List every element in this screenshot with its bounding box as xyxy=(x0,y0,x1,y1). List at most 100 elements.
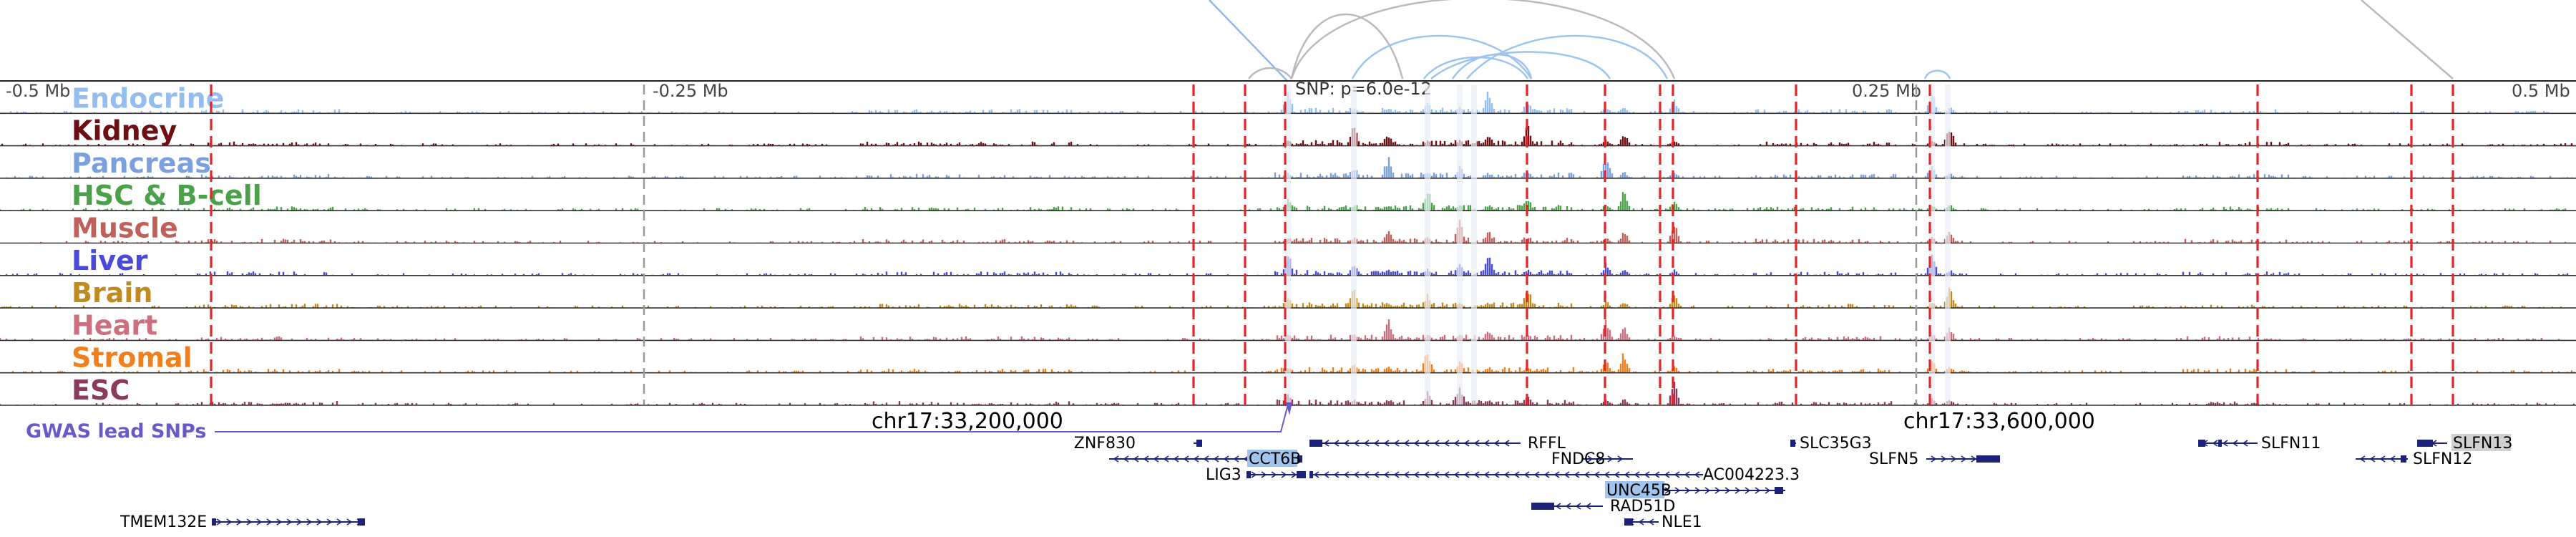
gene-slfn12[interactable]: SLFN12 xyxy=(2356,450,2472,468)
strand-chevron xyxy=(1393,440,1400,447)
coordinate-label: chr17:33,200,000 xyxy=(872,409,1063,434)
strand-chevron xyxy=(1563,471,1570,478)
interaction-arc xyxy=(1290,0,1676,79)
strand-chevron xyxy=(1765,487,1771,494)
strand-chevron xyxy=(1443,471,1450,478)
strand-chevron xyxy=(1931,455,1937,463)
track-signal xyxy=(0,254,2569,276)
gene-label: SLFN12 xyxy=(2413,450,2472,468)
strand-chevron xyxy=(1193,455,1199,463)
strand-chevron xyxy=(1594,471,1600,478)
strand-chevron xyxy=(1617,455,1624,463)
track-label: Liver xyxy=(72,245,148,276)
track-signal xyxy=(0,319,2560,341)
track-label: ESC xyxy=(72,374,130,406)
strand-chevron xyxy=(2389,455,2396,463)
gene-rad51d[interactable]: RAD51D xyxy=(1531,498,1675,516)
strand-chevron xyxy=(1638,518,1644,526)
gene-slfn11[interactable]: SLFN11 xyxy=(2198,435,2321,453)
gene-ac004223-3[interactable]: AC004223.3 xyxy=(1309,466,1800,484)
gene-fndc8[interactable]: FNDC8 xyxy=(1551,450,1633,468)
strand-chevron xyxy=(256,518,263,526)
strand-chevron xyxy=(1173,455,1179,463)
gene-exon xyxy=(2198,440,2205,447)
strand-chevron xyxy=(1413,440,1420,447)
gene-label: SLFN13 xyxy=(2453,435,2512,453)
strand-chevron xyxy=(1353,440,1360,447)
gene-slfn13[interactable]: SLFN13 xyxy=(2417,434,2512,453)
strand-chevron xyxy=(1393,471,1400,478)
strand-chevron xyxy=(1587,455,1594,463)
interaction-arc xyxy=(2361,0,2454,79)
strand-chevron xyxy=(1453,440,1460,447)
track-label: Endocrine xyxy=(72,82,224,114)
strand-chevron xyxy=(1604,471,1610,478)
strand-chevron xyxy=(1473,471,1480,478)
track-endocrine: Endocrine xyxy=(0,82,2576,114)
strand-chevron xyxy=(236,518,243,526)
gene-rffl[interactable]: RFFL xyxy=(1309,435,1566,453)
strand-chevron xyxy=(1664,487,1671,494)
interaction-arc xyxy=(1423,56,1529,79)
gene-nle1[interactable]: NLE1 xyxy=(1624,513,1702,531)
strand-chevron xyxy=(2232,440,2238,447)
interaction-arc xyxy=(1290,13,1404,79)
strand-chevron xyxy=(306,518,313,526)
strand-chevron xyxy=(1383,440,1390,447)
strand-chevron xyxy=(2369,455,2376,463)
tick-label: 0.5 Mb xyxy=(2512,81,2570,101)
gene-label-bg xyxy=(1605,481,1665,498)
strand-chevron xyxy=(1634,471,1640,478)
strand-chevron xyxy=(1543,471,1550,478)
strand-chevron xyxy=(1597,455,1604,463)
strand-chevron xyxy=(1183,455,1189,463)
strand-chevron xyxy=(1694,487,1701,494)
gene-label-bg xyxy=(1247,450,1297,467)
strand-chevron xyxy=(1373,471,1380,478)
interaction-arc xyxy=(1923,69,1951,79)
gene-cct6b[interactable]: CCT6B xyxy=(1109,450,1302,468)
strand-chevron xyxy=(1463,471,1470,478)
strand-chevron xyxy=(1251,471,1257,478)
gene-tmem132e[interactable]: TMEM132E xyxy=(119,513,365,531)
gene-slfn5[interactable]: SLFN5 xyxy=(1869,450,2000,468)
gene-unc45b[interactable]: UNC45B xyxy=(1605,481,1785,500)
gene-exon xyxy=(1309,440,1322,447)
strand-chevron xyxy=(1941,455,1947,463)
strand-chevron xyxy=(1133,455,1139,463)
gene-lig3[interactable]: LIG3 xyxy=(1206,466,1306,484)
strand-chevron xyxy=(1373,440,1380,447)
track-signal xyxy=(1,287,2562,309)
strand-chevron xyxy=(1363,471,1370,478)
strand-chevron xyxy=(1473,440,1480,447)
strand-chevron xyxy=(266,518,273,526)
strand-chevron xyxy=(1343,471,1350,478)
peak-highlight xyxy=(1929,84,1935,405)
strand-chevron xyxy=(2359,455,2366,463)
strand-chevron xyxy=(296,518,303,526)
peak-highlight xyxy=(1425,84,1430,405)
gene-znf830[interactable]: ZNF830 xyxy=(1074,435,1202,453)
strand-chevron xyxy=(246,518,253,526)
strand-chevron xyxy=(1483,440,1490,447)
strand-chevron xyxy=(316,518,323,526)
track-label: Pancreas xyxy=(72,147,211,179)
strand-chevron xyxy=(1143,455,1149,463)
strand-chevron xyxy=(1565,503,1571,510)
strand-chevron xyxy=(1674,471,1680,478)
peak-highlight xyxy=(1457,84,1463,405)
gene-slc35g3[interactable]: SLC35G3 xyxy=(1790,435,1872,453)
gwas-lead-snp-marker[interactable] xyxy=(1286,402,1292,415)
strand-chevron xyxy=(1574,471,1580,478)
gene-label: RFFL xyxy=(1528,435,1566,453)
strand-chevron xyxy=(1463,440,1470,447)
strand-chevron xyxy=(1203,455,1209,463)
strand-chevron xyxy=(1654,471,1660,478)
gene-exon xyxy=(1976,455,2000,463)
strand-chevron xyxy=(1624,471,1630,478)
strand-chevron xyxy=(1333,440,1340,447)
strand-chevron xyxy=(1755,487,1761,494)
strand-chevron xyxy=(1674,487,1681,494)
strand-chevron xyxy=(1153,455,1159,463)
track-signal xyxy=(26,220,2567,243)
